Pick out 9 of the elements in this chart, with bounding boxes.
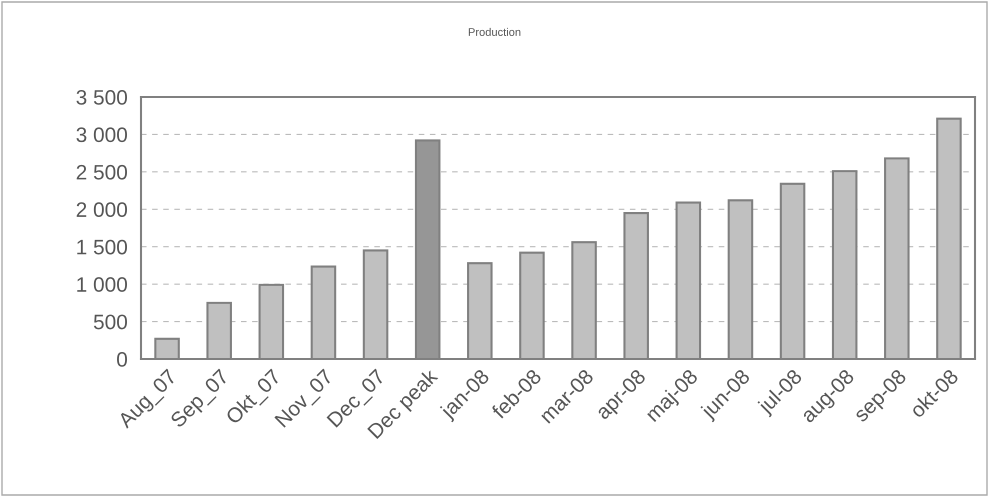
- y-tick-label: 500: [94, 314, 127, 330]
- y-tick-label: 3 000: [76, 127, 127, 142]
- y-tick-label: 2 500: [76, 164, 127, 180]
- y-tick-label: 3 500: [76, 90, 127, 105]
- y-tick-label: 1 500: [77, 240, 127, 254]
- y-tick-label: 1 000: [77, 277, 127, 292]
- y-tick-label: 2 000: [76, 202, 127, 218]
- chart-title: Production: [468, 28, 520, 36]
- y-tick-label: 0: [117, 352, 127, 367]
